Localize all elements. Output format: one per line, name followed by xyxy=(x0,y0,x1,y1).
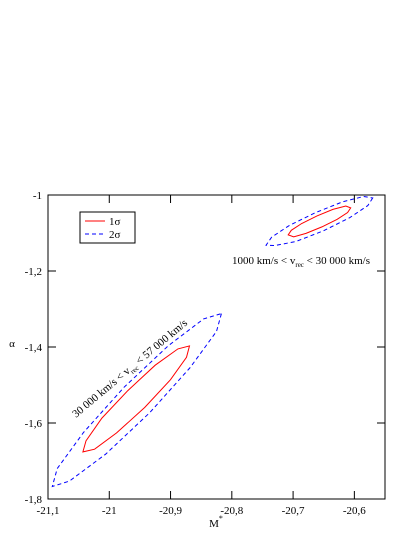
annotation-text: < 30 000 km/s xyxy=(304,255,370,267)
x-tick-label: -21 xyxy=(102,505,117,517)
x-tick-label: -20,7 xyxy=(282,505,305,517)
x-tick-label: -20,9 xyxy=(159,505,182,517)
y-tick-label: -1,2 xyxy=(25,266,42,278)
annotation: 1000 km/s < vrec < 30 000 km/s xyxy=(232,255,370,269)
legend-label: 1σ xyxy=(109,216,121,228)
legend-box xyxy=(79,211,136,244)
annotation-sub: rec xyxy=(129,364,141,376)
y-axis-label: α xyxy=(9,338,15,350)
x-tick-label: -20,6 xyxy=(343,505,366,517)
legend-label: 2σ xyxy=(109,229,121,241)
y-tick-label: -1,4 xyxy=(25,342,43,354)
x-axis-label: M* xyxy=(209,514,223,530)
x-tick-label: -20,8 xyxy=(220,505,243,517)
y-tick-label: -1,6 xyxy=(25,418,43,430)
x-label-sup: * xyxy=(219,514,223,523)
y-tick-label: -1,8 xyxy=(25,494,43,506)
x-label-main: M xyxy=(209,518,219,530)
annotation-sub: rec xyxy=(295,261,304,269)
contour-line xyxy=(51,195,374,488)
contour-line xyxy=(82,205,352,453)
y-tick-label: -1 xyxy=(33,190,42,202)
x-tick-label: -21,1 xyxy=(37,505,60,517)
annotation-text: 1000 km/s < v xyxy=(232,255,296,267)
annotation: 30 000 km/s < vrec < 57 000 km/s xyxy=(70,317,191,422)
